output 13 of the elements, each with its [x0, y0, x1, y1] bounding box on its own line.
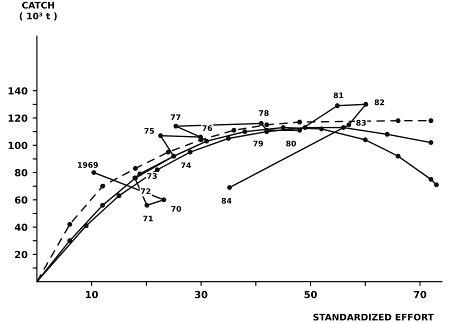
y-tick-label: 80 [14, 169, 28, 176]
x-tick-label: 10 [86, 290, 98, 298]
x-axis-title: STANDARDIZED EFFORT [313, 314, 434, 321]
x-tick-label: 30 [194, 290, 208, 298]
y-tick-label: 120 [8, 114, 28, 122]
y-tick-label: 20 [15, 250, 28, 258]
y-axis-title: CATCH ( 10³ t ) [20, 2, 57, 20]
y-tick-label: 140 [8, 87, 28, 95]
y-tick-label: 100 [8, 142, 28, 150]
x-tick-label: 50 [304, 290, 317, 298]
y-tick-label: 60 [14, 196, 28, 204]
x-tick-label: 70 [414, 290, 426, 298]
y-tick-label: 40 [14, 224, 28, 231]
